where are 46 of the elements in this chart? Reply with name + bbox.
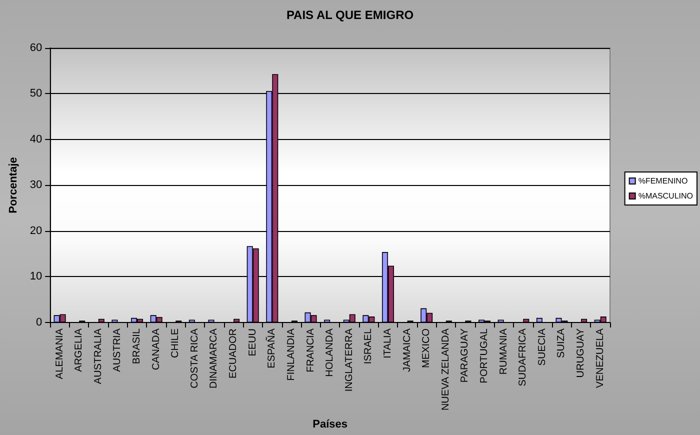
legend-label: %MASCULINO xyxy=(638,192,694,200)
x-tick-label: ECUADOR xyxy=(228,328,240,379)
x-tick-label: FRANCIA xyxy=(305,328,316,372)
x-tick-label: ARGELIA xyxy=(74,328,85,372)
x-tick-label: SUIZA xyxy=(556,328,568,358)
x-tick-label: CHILE xyxy=(170,328,182,358)
x-tick-label: CANADA xyxy=(150,328,162,370)
y-tick-label: 20 xyxy=(30,224,42,237)
y-tick-label: 0 xyxy=(36,316,42,328)
x-tick-label: AUSTRALIA xyxy=(92,328,104,384)
x-tick-label: ISRAEL xyxy=(363,328,374,364)
bar xyxy=(581,318,588,322)
x-tick-label: COSTA RICA xyxy=(189,328,200,388)
x-tick-label: NUEVA ZELANDA xyxy=(440,328,452,411)
y-axis-title: Porcentaje xyxy=(8,157,20,214)
x-tick-label: AUSTRIA xyxy=(112,328,124,372)
y-tick-label: 30 xyxy=(30,179,42,192)
x-tick-label: JAMAICA xyxy=(402,328,413,372)
bar xyxy=(523,318,530,322)
x-tick-label: ALEMANIA xyxy=(54,328,66,380)
x-tick-label: ESPAÑA xyxy=(266,328,278,368)
x-tick-label: PARAGUAY xyxy=(460,328,471,383)
x-tick-label: MEXICO xyxy=(421,328,432,368)
y-tick-label: 40 xyxy=(30,133,42,146)
x-tick-label: SUECIA xyxy=(536,328,548,366)
bar xyxy=(234,318,240,322)
x-tick-label: EEUU xyxy=(247,328,258,356)
bar xyxy=(536,318,542,322)
bar xyxy=(98,318,104,322)
chart-title: PAIS AL QUE EMIGRO xyxy=(286,8,414,22)
x-tick-label: ITALIA xyxy=(382,328,394,358)
x-tick-label: INGLATERRA xyxy=(344,328,355,392)
x-tick-label: HOLANDA xyxy=(324,328,336,377)
x-tick-label: FINLANDIA xyxy=(286,328,297,381)
x-tick-label: SUDAFRICA xyxy=(518,328,529,386)
y-tick-label: 10 xyxy=(30,270,42,283)
x-tick-label: DINAMARCA xyxy=(208,328,220,389)
x-tick-label: PORTUGAL xyxy=(479,328,490,384)
x-tick-label: URUGUAY xyxy=(576,328,587,378)
x-axis-title: Países xyxy=(312,418,348,430)
x-tick-label: BRASIL xyxy=(132,328,143,364)
x-tick-label: VENEZUELA xyxy=(594,328,606,388)
x-tick-label: RUMANIA xyxy=(498,328,510,375)
legend-label: %FEMENINO xyxy=(638,176,688,186)
y-tick-label: 50 xyxy=(30,88,42,100)
y-tick-label: 60 xyxy=(30,42,42,54)
